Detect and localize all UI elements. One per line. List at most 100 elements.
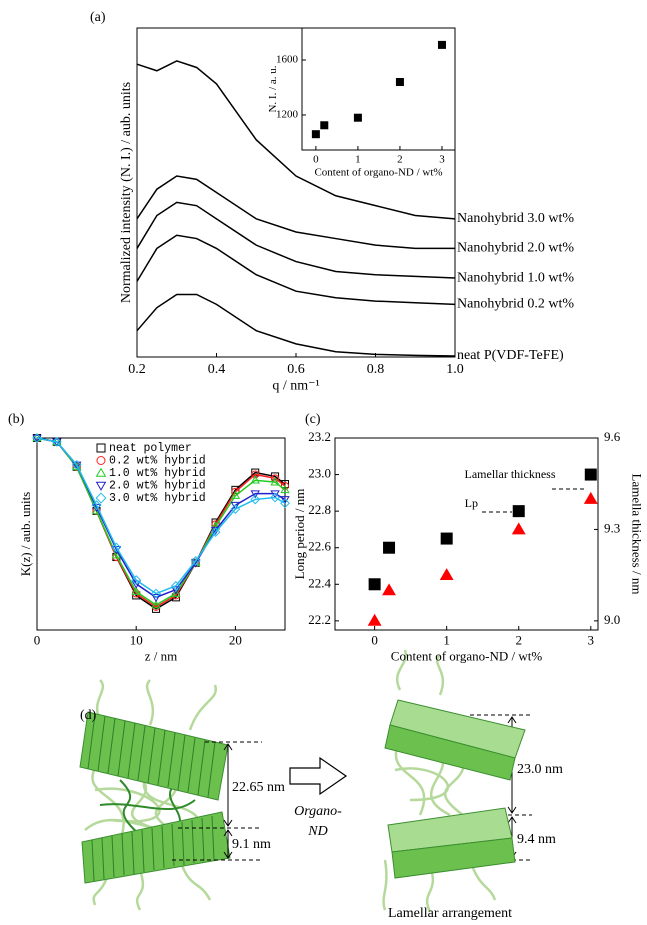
- marker: [151, 588, 161, 599]
- series-label: Lp: [465, 496, 478, 510]
- marker: [170, 580, 181, 591]
- x-tick-label: 1: [443, 633, 450, 648]
- slab-stripes: [87, 713, 216, 882]
- y2-tick-label: 9.6: [604, 429, 621, 444]
- y-axis-label: K(z) / aub. units: [18, 492, 33, 576]
- x-tick-label: 0.6: [287, 362, 305, 377]
- marker: [230, 501, 241, 511]
- marker: [230, 490, 241, 499]
- marker: [584, 468, 597, 481]
- crystal-slab: [79, 711, 229, 801]
- y2-tick-label: 9.3: [604, 520, 620, 535]
- marker: [171, 586, 181, 595]
- marker: [367, 613, 382, 626]
- marker: [51, 436, 62, 447]
- diagram: [79, 649, 532, 913]
- marker: [250, 494, 261, 505]
- x-tick-label: 1.0: [446, 362, 464, 377]
- x-tick-label: 0.2: [128, 362, 146, 377]
- marker: [395, 77, 404, 86]
- marker: [131, 586, 141, 595]
- marker: [383, 541, 396, 554]
- marker: [111, 542, 122, 553]
- legend-label: neat polymer: [109, 442, 192, 455]
- y-tick-label: 22.6: [308, 539, 331, 554]
- legend-label: 1.0 wt% hybrid: [109, 467, 206, 480]
- crystal-slab: [391, 837, 516, 879]
- marker: [71, 459, 82, 470]
- y-tick-label: 22.4: [308, 575, 331, 590]
- marker: [353, 113, 362, 122]
- marker: [95, 492, 107, 504]
- x-axis-label: z / nm: [145, 648, 178, 663]
- series-line: [136, 234, 456, 306]
- crystal-slab: [81, 811, 231, 884]
- caption: Lamellar arrangement: [388, 906, 512, 921]
- marker: [131, 580, 141, 589]
- panel-label: (c): [305, 412, 321, 427]
- panel-label: (a): [90, 10, 106, 25]
- marker: [96, 456, 106, 465]
- y-tick-label: 23.2: [308, 429, 331, 444]
- marker: [131, 575, 142, 585]
- x-axis-label: Content of organo-ND / wt%: [314, 167, 442, 179]
- series-label: Nanohybrid 1.0 wt%: [457, 270, 574, 285]
- marker: [439, 568, 454, 581]
- dimension-label: 22.65 nm: [232, 780, 285, 795]
- marker: [190, 555, 201, 566]
- x-tick-label: 2: [397, 153, 403, 165]
- marker: [437, 40, 446, 49]
- x-axis-label: Content of organo-ND / wt%: [391, 648, 543, 663]
- marker: [250, 490, 260, 499]
- x-tick-label: 0.8: [367, 362, 385, 377]
- process-label: ND: [307, 824, 327, 839]
- marker: [151, 600, 161, 609]
- marker: [52, 438, 62, 447]
- marker: [230, 504, 241, 514]
- legend-label: 0.2 wt% hybrid: [109, 455, 206, 468]
- y-tick-label: 23.0: [308, 466, 331, 481]
- marker: [382, 583, 396, 596]
- dimension-label: 9.1 nm: [232, 837, 271, 852]
- y-tick-label: 1200: [276, 108, 299, 120]
- marker: [280, 496, 290, 505]
- legend-label: 2.0 wt% hybrid: [109, 480, 206, 493]
- legend-label: 3.0 wt% hybrid: [109, 492, 206, 505]
- x-tick-label: 10: [130, 633, 143, 648]
- dimension-label: 9.4 nm: [517, 832, 556, 847]
- chains: [382, 649, 497, 913]
- y2-tick-label: 9.0: [604, 612, 620, 627]
- series-label: Nanohybrid 0.2 wt%: [457, 297, 574, 312]
- panel-label: (d): [80, 708, 97, 723]
- y-tick-label: 22.8: [308, 502, 331, 517]
- y-axis-label: Long period / nm: [292, 489, 307, 580]
- marker: [151, 594, 161, 603]
- x-tick-label: 0.4: [208, 362, 226, 377]
- plot-frame: [301, 27, 456, 151]
- marker: [270, 477, 280, 486]
- x-tick-label: 0: [371, 633, 378, 648]
- marker: [96, 443, 106, 453]
- marker: [251, 470, 260, 479]
- series-label: Lamellar thickness: [465, 467, 556, 481]
- marker: [210, 527, 221, 537]
- guide-lines: [172, 714, 532, 861]
- marker: [440, 532, 453, 545]
- series-line: [136, 175, 455, 250]
- plot-frame: [36, 437, 286, 631]
- marker: [583, 491, 598, 504]
- dimension-label: 23.0 nm: [517, 762, 563, 777]
- x-tick-label: 3: [439, 153, 445, 165]
- marker: [250, 475, 260, 484]
- y-tick-label: 1600: [276, 54, 299, 66]
- crystal-slab: [384, 724, 516, 781]
- marker: [320, 121, 329, 130]
- series-line: [136, 293, 456, 357]
- chains: [84, 679, 218, 911]
- y-axis-label: Normalized intensity (N. I.) / aub. unit…: [119, 82, 134, 303]
- x-axis-label: q / nm⁻¹: [272, 379, 319, 394]
- marker: [171, 588, 181, 597]
- marker: [32, 433, 42, 443]
- marker: [91, 500, 102, 511]
